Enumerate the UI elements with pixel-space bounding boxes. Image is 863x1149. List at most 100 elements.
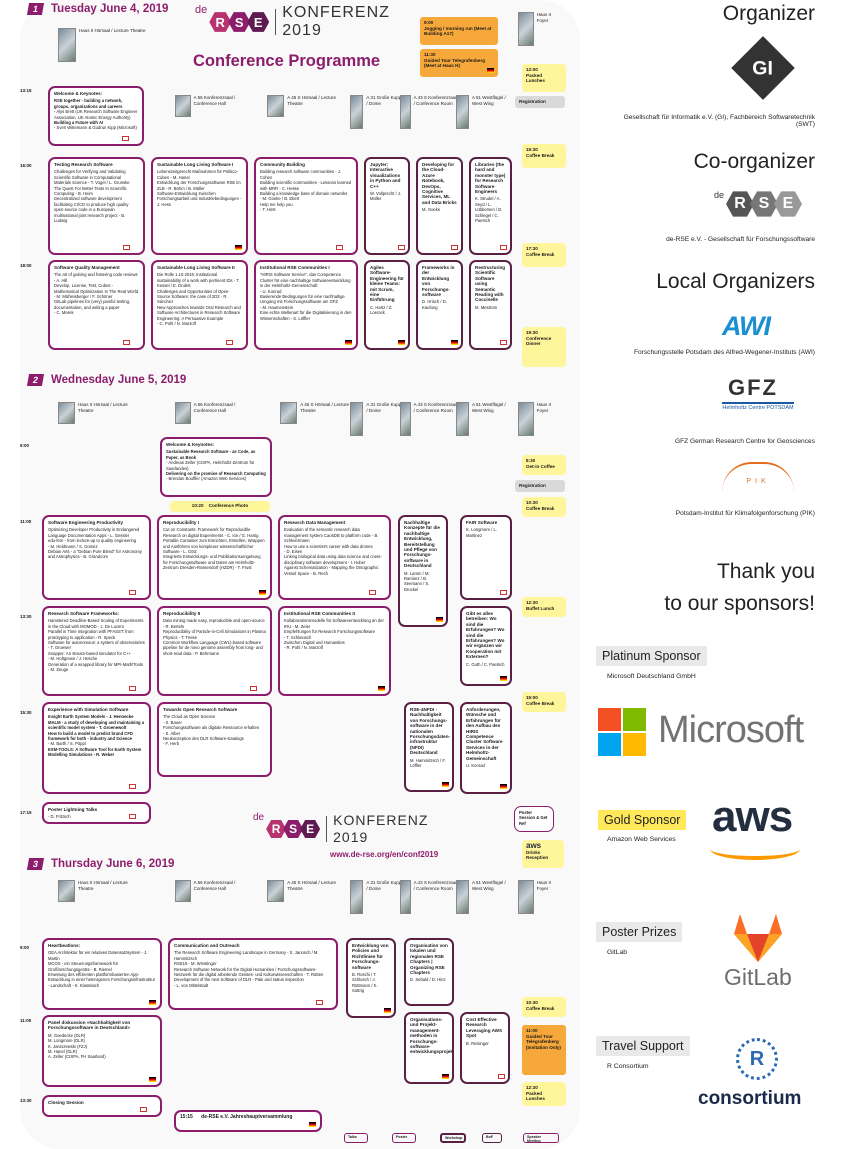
- workshop-cloud[interactable]: Developing for the Cloud-Azure Notebook,…: [416, 157, 463, 255]
- room-a56: A 56 Konferenzsaal / Conference Hall: [175, 95, 245, 117]
- room-a43s: A 43 S Konferenzraum / Conference Room: [400, 95, 460, 129]
- jogging-box: 9:00 Jogging / morning run (Meet at Build…: [420, 17, 498, 45]
- registration: Registration: [515, 480, 565, 492]
- travel-support-name: R Consortium: [607, 1063, 649, 1070]
- room-a56: A 56 Konferenzsaal / Conference Hall: [175, 880, 245, 902]
- session-rdm[interactable]: Research Data Management Evaluation of t…: [278, 515, 391, 600]
- year-text: 2019: [282, 22, 322, 39]
- session-community[interactable]: Community Building Building research sof…: [254, 157, 358, 255]
- gitlab-fox-icon: [734, 914, 782, 962]
- session-reproducibility-1[interactable]: Reproducibility I Cut on Constants: Fram…: [157, 515, 272, 600]
- poster-prizes-name: GitLab: [607, 949, 628, 956]
- room-a45s: A 45 S Hörsaal / Lecture Theatre: [267, 95, 337, 117]
- derse-konferenz-logo-mid: de R S E KONFERENZ 2019: [253, 812, 429, 845]
- r-consortium-icon: R: [736, 1038, 778, 1080]
- platinum-label: Platinum Sponsor: [596, 646, 707, 666]
- gfz-logo: GFZ: [728, 375, 778, 400]
- workshop-aws-spot[interactable]: Cost Effective Research Leveraging AWS S…: [460, 1012, 510, 1084]
- organizer-heading: Organizer: [722, 2, 815, 25]
- room-a56: A 56 Konferenzsaal / Conference Hall: [175, 402, 245, 424]
- bof-rse-chapters[interactable]: Organisation von lokalen und regionalen …: [404, 938, 454, 1006]
- travel-support-label: Travel Support: [596, 1036, 690, 1056]
- bof-fair-software[interactable]: FAIR Software K. Longmore / L. Martinez: [460, 515, 512, 600]
- closing-session[interactable]: Closing Session: [42, 1095, 162, 1117]
- bof-nachhaltige-konzepte[interactable]: Nachhaltige Konzepte für die nachhaltige…: [398, 515, 448, 627]
- room-a51: A 51 Westflügel / West Wing: [456, 95, 511, 129]
- coorganizer-heading: Co-organizer: [693, 150, 815, 173]
- session-open-research[interactable]: Towards Open Research Software The Cloud…: [157, 702, 272, 777]
- room-a43s: A 43 S Konferenzraum / Conference Room: [400, 880, 460, 914]
- workshop-jupyter[interactable]: Jupyter: Interactive visualizations in P…: [364, 157, 410, 255]
- workshop-frameworks[interactable]: Frameworks in der Entwicklung von Forsch…: [416, 260, 463, 350]
- session-productivity[interactable]: Software Engineering Productivity Optimi…: [42, 515, 151, 600]
- time-label: 9:00: [20, 945, 30, 950]
- coffee-break: 17:30 Coffee Break: [522, 243, 566, 267]
- bof-betreiben[interactable]: Gibt es alles betreiben: Wo sind die Erf…: [460, 606, 512, 686]
- drinks-reception: aws Drinks Reception: [522, 840, 564, 868]
- day3-heading: 3 Thursday June 6, 2019: [26, 858, 174, 870]
- derse-konferenz-logo: de R S E KONFERENZ 2019: [195, 4, 390, 39]
- time-label: 18:00: [20, 263, 32, 268]
- day1-heading: 1 Tuesday June 4, 2019: [26, 3, 168, 15]
- session-sustainable-2[interactable]: Sustainable Long Living Software II Die …: [151, 260, 248, 350]
- thanks-line-2: to our sponsors!: [664, 592, 815, 615]
- bof-rse4nfdi[interactable]: RSE-4NFDI - Nachhaltigkeit von Forschung…: [404, 702, 454, 792]
- session-institutional-2[interactable]: Institutional RSE Communities II Kollabo…: [278, 606, 391, 696]
- session-quality[interactable]: Software Quality Management The art of g…: [48, 260, 145, 350]
- logo-hex-s: S: [228, 12, 251, 32]
- time-label: 16:00: [20, 163, 32, 168]
- programme-title: Conference Programme: [193, 52, 381, 70]
- session-lightning[interactable]: Poster Lightning Talks - D. Fritzsch: [42, 802, 151, 824]
- session-simulation[interactable]: Experience with Simulation Software Insi…: [42, 702, 151, 794]
- room-a31: A 31 Große Kuppel / Dome: [350, 402, 405, 436]
- workshop-agile[interactable]: Agiles Software-Engineering für kleine T…: [364, 260, 410, 350]
- gfz-name: GFZ German Research Centre for Geoscienc…: [675, 438, 815, 445]
- conference-url[interactable]: www.de-rse.org/en/conf2019: [330, 850, 439, 859]
- bof-anforderungen[interactable]: Anforderungen, Wünsche und Erfahrungen f…: [460, 702, 512, 794]
- legend-talks: Talks: [344, 1133, 368, 1143]
- legend-workshop: Workshop: [440, 1133, 466, 1143]
- time-label: 13:15: [20, 88, 32, 93]
- session-reproducibility-2[interactable]: Reproducibility II Data mining made easy…: [157, 606, 272, 696]
- guided-tour: 11:00 Guided Tour Telegrafenberg (Invitat…: [522, 1025, 566, 1075]
- get-in-coffee: 8:30 Get-in Coffee: [522, 455, 566, 475]
- microsoft-logo: Microsoft: [658, 709, 804, 751]
- organizer-name: Gesellschaft für Informatik e.V. (GI), F…: [623, 114, 815, 128]
- room-haus2: Haus II Hörsaal / Lecture Theatre: [58, 402, 128, 424]
- poster-prizes-label: Poster Prizes: [596, 922, 683, 942]
- session-welcome[interactable]: Welcome & Keynotes: RSE together - build…: [48, 86, 144, 146]
- session-testing[interactable]: Testing Research Software Challenges for…: [48, 157, 145, 255]
- room-a45s: A 45 S Hörsaal / Lecture Theatre: [267, 880, 337, 902]
- logo-hex-e: E: [247, 12, 270, 32]
- workshop-policies[interactable]: Entwicklung von Policies und Richtlinien…: [346, 938, 396, 1018]
- gold-label: Gold Sponsor: [598, 810, 687, 830]
- workshop-restructuring[interactable]: Restructuring Scientific Software using …: [469, 260, 512, 350]
- session-welcome-day2[interactable]: Welcome & Keynotes: Sustainable Research…: [160, 437, 272, 497]
- session-communication[interactable]: Communication and Outreach The Research …: [168, 938, 338, 1010]
- session-institutional-1[interactable]: Institutional RSE Communities I "HIRIS S…: [254, 260, 358, 350]
- session-heartbeatlons[interactable]: Heartbeatlons: GEA Architektur für ein r…: [42, 938, 162, 1010]
- coffee-break: 10:30 Coffee Break: [522, 497, 566, 517]
- legend-speaker-meeting: Speaker Meeting: [523, 1133, 559, 1143]
- packed-lunch: 12:30 Packed Lunches: [522, 1082, 566, 1106]
- workshop-libraries[interactable]: Libraries (the hard and monster type) fo…: [469, 157, 512, 255]
- logo-hex-r: R: [209, 12, 232, 32]
- time-label: 13:30: [20, 1098, 32, 1103]
- room-foyer: Haus II Foyer: [518, 402, 560, 436]
- legend-bof: BoF: [482, 1133, 502, 1143]
- panel-discussion[interactable]: Panel diskussion «Nachhaltigkeit von For…: [42, 1015, 162, 1087]
- session-frameworks[interactable]: Research Software Frameworks: Hamstered …: [42, 606, 151, 696]
- registration: Registration: [515, 96, 565, 108]
- buffet-lunch: 12:30 Buffet Lunch: [522, 597, 566, 617]
- room-a45s: A 45 S Hörsaal / Lecture Theatre: [280, 402, 350, 424]
- awi-name: Forschungsstelle Potsdam des Alfred-Wege…: [633, 349, 815, 356]
- session-sustainable-1[interactable]: Sustainable Long Living Software I Leben…: [151, 157, 248, 255]
- poster-session[interactable]: Poster Session & Get Ref: [514, 806, 554, 832]
- workshop-project-management[interactable]: Organisations-und Projekt-management-met…: [404, 1012, 454, 1084]
- time-label: 13:30: [20, 614, 32, 619]
- platinum-name: Microsoft Deutschland GmbH: [607, 673, 696, 680]
- konferenz-text: KONFERENZ: [282, 4, 390, 21]
- time-label: 9:00: [20, 443, 30, 448]
- jahreshauptversammlung[interactable]: 15:15 de-RSE e.V. Jahreshauptversammlung: [174, 1110, 322, 1132]
- room-a51: A 51 Westflügel / West Wing: [456, 880, 511, 914]
